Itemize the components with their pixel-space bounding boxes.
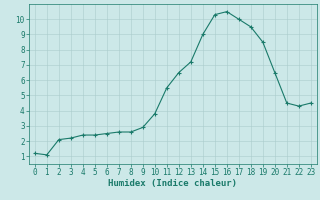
X-axis label: Humidex (Indice chaleur): Humidex (Indice chaleur) — [108, 179, 237, 188]
